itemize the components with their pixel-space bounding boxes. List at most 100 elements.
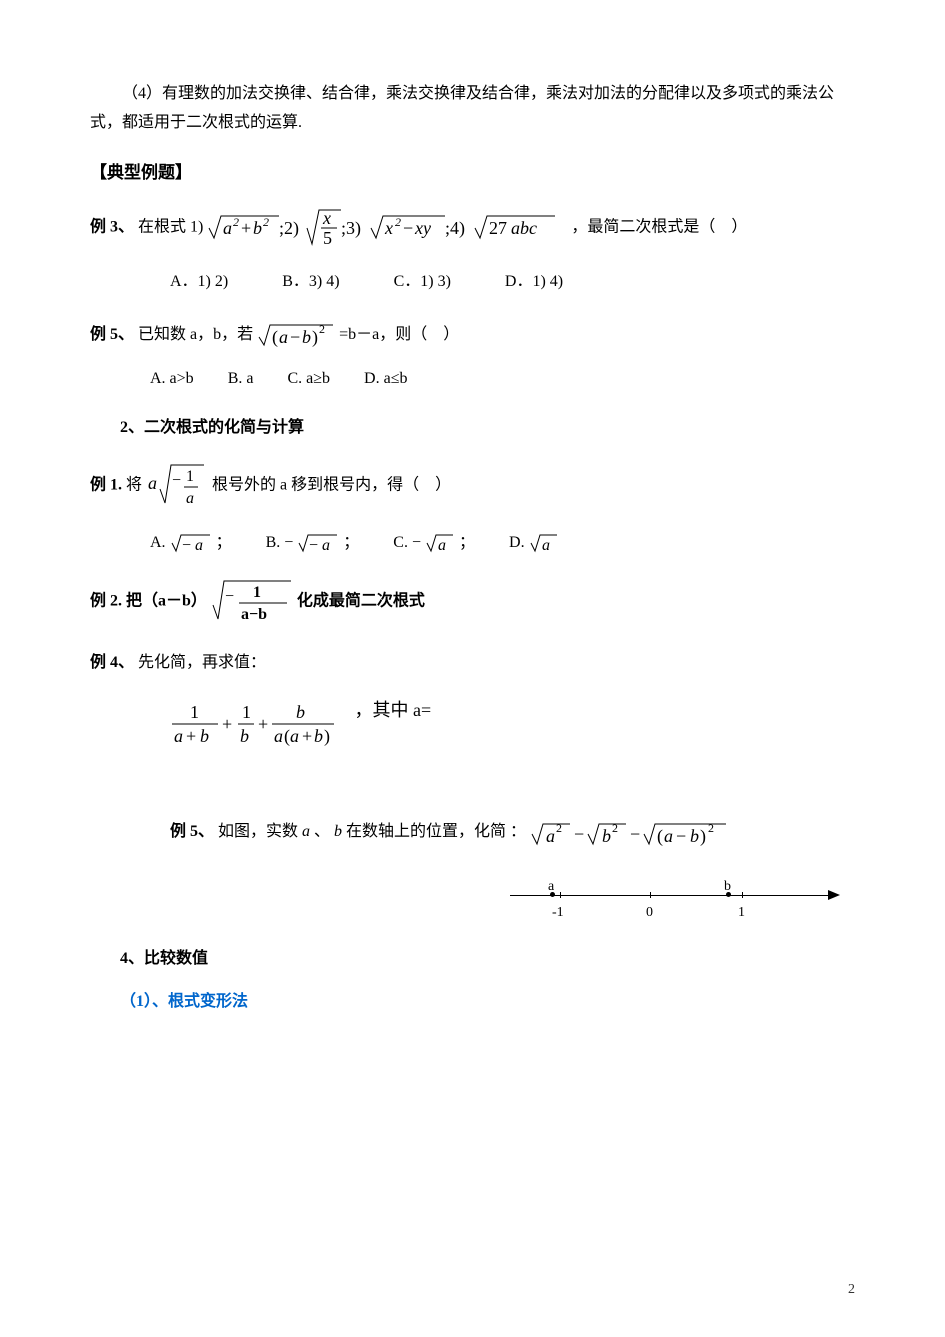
heading-section-4: 4、比较数值: [120, 945, 855, 974]
svg-text:−: −: [403, 218, 413, 238]
ex5b-prefix: 例 5、: [170, 823, 214, 840]
example-1: 例 1. 将 a − 1 a 根号外的 a 移到根号内，得（ ）: [90, 461, 855, 511]
svg-text:a: a: [279, 327, 288, 347]
svg-text:1: 1: [186, 468, 194, 485]
ex4-text: 先化简，再求值：: [138, 654, 266, 671]
ex4-mid: ，其中 a=: [355, 700, 432, 720]
ex5a-option-b: B. a: [228, 365, 254, 394]
svg-text:−: −: [676, 826, 686, 846]
ex5b-sep: 、: [314, 823, 330, 840]
ex2-formula: − 1 a−b: [211, 577, 293, 627]
svg-text:−: −: [574, 824, 584, 844]
svg-text:1: 1: [242, 702, 251, 722]
svg-text:+: +: [258, 714, 268, 734]
svg-text:): ): [700, 826, 706, 847]
svg-text:+: +: [222, 714, 232, 734]
example-5b: 例 5、 如图，实数 a 、 b 在数轴上的位置，化简 ： a2 − b2 − …: [170, 814, 855, 850]
ex5a-text-mid: =b－a，则（ ）: [339, 326, 459, 343]
heading-examples: 【典型例题】: [90, 158, 855, 189]
ex5b-a: a: [302, 823, 310, 840]
ex5a-prefix: 例 5、: [90, 326, 134, 343]
ex5b-b: b: [334, 823, 342, 840]
ex3-prefix: 例 3、: [90, 219, 134, 236]
nl-label-zero: 0: [646, 900, 653, 925]
svg-text:a: a: [322, 537, 330, 554]
svg-text:;2): ;2): [279, 218, 299, 239]
svg-text:b: b: [240, 726, 249, 746]
svg-text:2: 2: [612, 821, 618, 835]
ex5a-option-d: D. a≤b: [364, 365, 407, 394]
nl-tick-neg1: [560, 892, 561, 898]
svg-text:2: 2: [263, 215, 269, 229]
ex1-text-after: 根号外的 a 移到根号内，得（ ）: [212, 476, 451, 493]
ex3-text-before: 在根式 1): [138, 219, 207, 236]
svg-text:;3): ;3): [341, 218, 361, 239]
svg-text:(: (: [657, 826, 663, 847]
ex4-prefix: 例 4、: [90, 654, 134, 671]
svg-text:): ): [312, 327, 318, 348]
page-number: 2: [848, 1277, 855, 1302]
number-line-axis: [510, 895, 830, 896]
ex2-text-before: 把（a－b）: [126, 593, 207, 610]
nl-label-one: 1: [738, 900, 745, 925]
svg-text:+: +: [241, 218, 251, 238]
svg-text:a−b: a−b: [241, 606, 267, 623]
nl-label-neg1: -1: [552, 900, 564, 925]
nl-tick-zero: [650, 892, 651, 898]
svg-text:2: 2: [233, 215, 239, 229]
svg-text:abc: abc: [511, 218, 537, 238]
intro-paragraph: （4）有理数的加法交换律、结合律，乘法交换律及结合律，乘法对加法的分配律以及多项…: [90, 80, 855, 138]
ex5a-option-a: A. a>b: [150, 365, 194, 394]
example-2: 例 2. 把（a－b） − 1 a−b 化成最简二次根式: [90, 577, 855, 627]
svg-text:a: a: [195, 537, 203, 554]
ex5a-options: A. a>b B. a C. a≥b D. a≤b: [150, 365, 855, 394]
svg-text:2: 2: [395, 215, 401, 229]
example-5a: 例 5、 已知数 a，b，若 ( a − b ) 2 =b－a，则（ ）: [90, 317, 855, 353]
svg-text:−: −: [172, 472, 181, 489]
svg-text:2: 2: [319, 322, 325, 336]
svg-text:a: a: [274, 726, 283, 746]
svg-text:1: 1: [253, 584, 261, 601]
ex3-formula: a2 + b2 ;2) x 5 ;3) x2 − xy ;4) 27 abc: [207, 206, 567, 250]
number-line-arrow-icon: [828, 890, 840, 900]
ex3-option-b: B．3) 4): [282, 268, 339, 297]
ex5b-formula: a2 − b2 − ( a − b ) 2: [530, 815, 750, 850]
ex2-prefix: 例 2.: [90, 593, 126, 610]
svg-text:a: a: [174, 726, 183, 746]
example-4: 例 4、 先化简，再求值：: [90, 645, 855, 680]
svg-text:a: a: [223, 218, 232, 238]
ex1-options: A. −a ； B. − −a ； C. − a ； D. a: [150, 529, 855, 558]
svg-text:1: 1: [190, 702, 199, 722]
ex4-formula: 1 a + b + 1 b + b a ( a + b ) ，其中 a= 5 +…: [170, 700, 855, 794]
svg-text:b: b: [602, 826, 611, 846]
svg-text:b: b: [314, 726, 323, 746]
nl-label-a: a: [548, 874, 554, 899]
ex1-text-before: 将: [126, 476, 146, 493]
svg-text:b: b: [690, 826, 699, 846]
svg-text:−: −: [290, 327, 300, 347]
svg-text:2: 2: [556, 821, 562, 835]
svg-text:−: −: [309, 537, 318, 554]
ex5a-formula: ( a − b ) 2: [257, 318, 335, 353]
svg-text:x: x: [384, 218, 393, 238]
svg-text:+: +: [186, 726, 196, 746]
svg-text:27: 27: [489, 218, 507, 238]
heading-sub-1: （1）、根式变形法: [120, 988, 855, 1017]
ex1-option-b: B. − −a ；: [266, 529, 360, 558]
ex1-option-d: D. a: [509, 529, 559, 558]
ex3-option-d: D．1) 4): [505, 268, 563, 297]
ex1-option-a: A. −a ；: [150, 529, 232, 558]
example-3: 例 3、 在根式 1) a2 + b2 ;2) x 5 ;3) x2 − xy: [90, 206, 855, 250]
nl-label-b: b: [724, 874, 731, 899]
ex2-text-after: 化成最简二次根式: [297, 593, 425, 610]
ex5a-text-before: 已知数 a，b，若: [138, 326, 257, 343]
ex5a-option-c: C. a≥b: [287, 365, 330, 394]
svg-text:b: b: [253, 218, 262, 238]
svg-text:−: −: [630, 824, 640, 844]
svg-text:b: b: [200, 726, 209, 746]
svg-text:): ): [324, 726, 330, 747]
svg-text:+: +: [302, 726, 312, 746]
ex1-option-c: C. − a ；: [393, 529, 475, 558]
svg-text:−: −: [225, 588, 234, 605]
svg-text:a: a: [438, 537, 446, 554]
